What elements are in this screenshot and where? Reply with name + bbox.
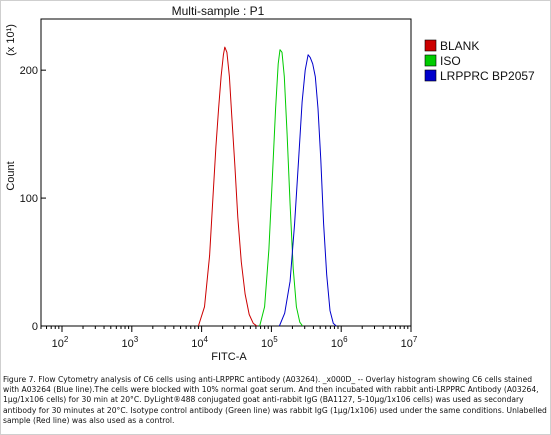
x-tick-label: 104 (191, 335, 208, 350)
x-tick-label: 105 (261, 335, 278, 350)
legend-swatch (424, 69, 437, 82)
series-line-0 (197, 46, 258, 327)
legend-swatch (424, 39, 437, 52)
legend-label: BLANK (440, 39, 479, 53)
chart-title: Multi-sample : P1 (172, 4, 265, 18)
legend-swatch (424, 54, 437, 67)
series-line-1 (259, 49, 304, 327)
x-axis-ticks: 102 103 104 105 106 107 (40, 326, 418, 350)
x-tick-label: 102 (52, 335, 69, 350)
y-tick-label: 0 (32, 321, 38, 333)
series-line-2 (278, 54, 337, 327)
plot-area (40, 18, 412, 327)
y-tick-label: 100 (20, 193, 38, 205)
legend-label: ISO (440, 54, 461, 68)
figure-caption: Figure 7. Flow Cytometry analysis of C6 … (3, 375, 547, 425)
x-tick-label: 103 (121, 335, 138, 350)
histogram-series (197, 46, 337, 327)
y-axis-ticks: 0 100 200 (20, 65, 46, 333)
y-axis-label: Count (5, 161, 17, 190)
y-axis-multiplier: (x 10¹) (5, 24, 17, 56)
x-tick-label: 106 (331, 335, 348, 350)
x-tick-label: 107 (401, 335, 418, 350)
x-axis-label: FITC-A (211, 351, 247, 363)
legend-label: LRPPRC BP2057 (440, 69, 535, 83)
y-tick-label: 200 (20, 65, 38, 77)
